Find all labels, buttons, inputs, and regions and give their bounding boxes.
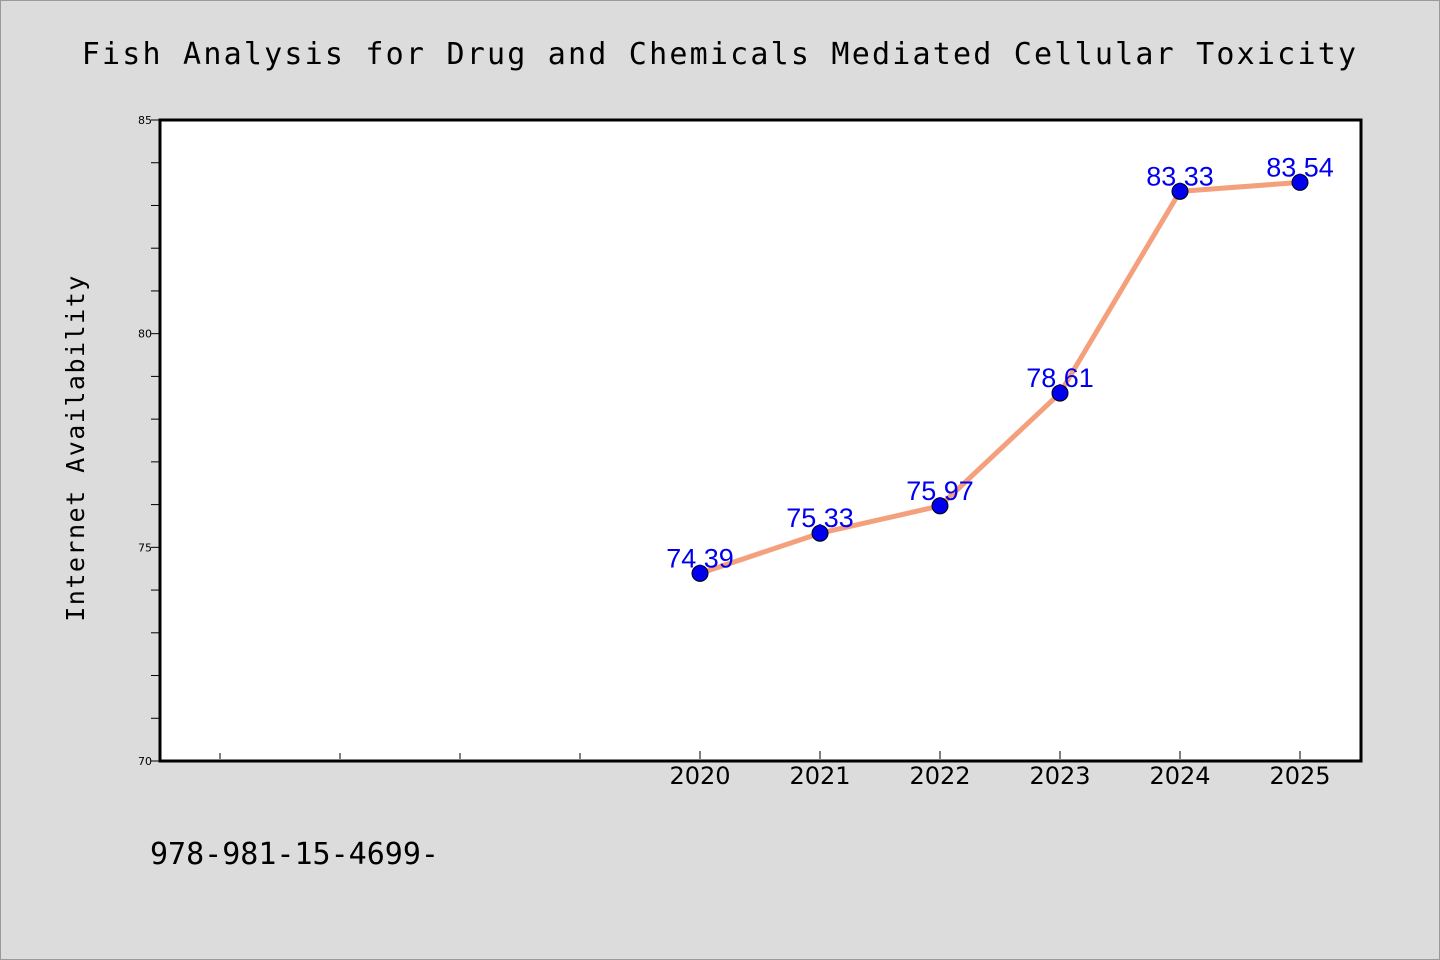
data-label: 75.97 [906,476,974,506]
y-tick-label: 80 [138,328,152,341]
x-tick-label: 2022 [909,762,970,790]
data-label: 78.61 [1026,363,1094,393]
data-point [931,497,949,515]
data-label: 75.33 [786,503,854,533]
series-line [697,179,1303,576]
series-line-group [697,179,1303,576]
y-axis-label: Internet Availability [61,274,90,622]
y-axis-ticks: 70 75 80 85 [138,114,160,768]
y-tick-label: 85 [138,114,152,127]
data-point [691,564,709,582]
data-point [811,524,829,542]
x-axis-ticks: 2020 2021 2022 2023 2024 2025 [219,751,1331,790]
footer-text: 978-981-15-4699- [150,837,439,872]
data-label: 74.39 [666,543,734,573]
y-tick-label: 70 [138,755,152,768]
data-point [1051,384,1069,402]
x-tick-label: 2021 [789,762,850,790]
data-point [1291,173,1309,191]
data-labels: 74.39 75.33 75.97 78.61 83.33 83.54 [666,152,1334,573]
x-tick-label: 2023 [1029,762,1090,790]
series-markers [691,173,1309,582]
y-tick-label: 75 [138,541,152,554]
x-tick-label: 2020 [669,762,730,790]
data-point [1171,182,1189,200]
x-tick-label: 2025 [1269,762,1330,790]
data-label: 83.54 [1266,152,1334,182]
plot-area [158,118,1363,763]
x-tick-label: 2024 [1149,762,1210,790]
chart-title: Fish Analysis for Drug and Chemicals Med… [82,37,1358,72]
data-label: 83.33 [1146,161,1214,191]
